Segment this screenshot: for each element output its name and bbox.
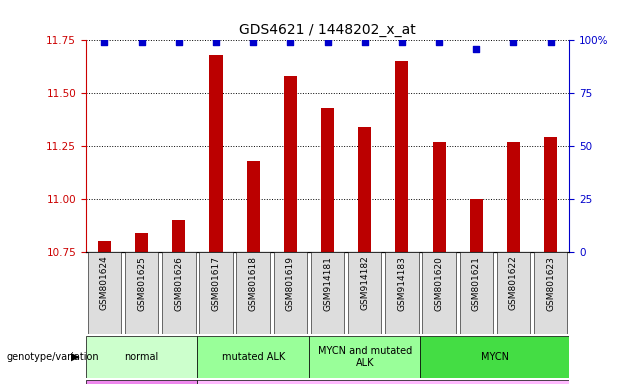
FancyBboxPatch shape <box>125 252 158 334</box>
Text: MYCN and mutated
ALK: MYCN and mutated ALK <box>317 346 412 368</box>
Bar <box>284 76 297 252</box>
Bar <box>396 61 408 252</box>
Text: MYCN: MYCN <box>481 352 509 362</box>
Bar <box>86 336 197 378</box>
Bar <box>197 336 309 378</box>
Point <box>174 39 184 45</box>
Point <box>248 39 258 45</box>
FancyBboxPatch shape <box>534 252 567 334</box>
FancyBboxPatch shape <box>385 252 418 334</box>
Text: GSM801624: GSM801624 <box>100 256 109 310</box>
Bar <box>432 142 446 252</box>
Bar <box>420 336 569 378</box>
Point <box>211 39 221 45</box>
FancyBboxPatch shape <box>88 252 121 334</box>
Text: genotype/variation: genotype/variation <box>6 352 99 362</box>
Point <box>471 46 481 52</box>
Text: GSM914181: GSM914181 <box>323 256 332 311</box>
Bar <box>321 108 334 252</box>
FancyBboxPatch shape <box>162 252 195 334</box>
Text: GSM801626: GSM801626 <box>174 256 183 311</box>
Title: GDS4621 / 1448202_x_at: GDS4621 / 1448202_x_at <box>239 23 416 36</box>
Point <box>99 39 109 45</box>
Bar <box>197 380 569 384</box>
FancyBboxPatch shape <box>422 252 456 334</box>
Point <box>359 39 370 45</box>
FancyBboxPatch shape <box>497 252 530 334</box>
Point <box>137 39 147 45</box>
FancyBboxPatch shape <box>460 252 493 334</box>
Text: GSM914183: GSM914183 <box>398 256 406 311</box>
Point <box>397 39 407 45</box>
Bar <box>470 199 483 252</box>
Text: GSM801622: GSM801622 <box>509 256 518 310</box>
FancyBboxPatch shape <box>311 252 344 334</box>
Bar <box>86 380 197 384</box>
Bar <box>172 220 185 252</box>
FancyBboxPatch shape <box>237 252 270 334</box>
Point <box>546 39 556 45</box>
Bar <box>98 241 111 252</box>
Point <box>434 39 444 45</box>
Text: GSM801618: GSM801618 <box>249 256 258 311</box>
Text: GSM801625: GSM801625 <box>137 256 146 311</box>
Text: mutated ALK: mutated ALK <box>221 352 285 362</box>
Point <box>286 39 296 45</box>
Text: GSM801623: GSM801623 <box>546 256 555 311</box>
Point <box>322 39 333 45</box>
Text: ▶: ▶ <box>71 352 80 362</box>
Text: GSM914182: GSM914182 <box>360 256 370 310</box>
Bar <box>544 137 557 252</box>
FancyBboxPatch shape <box>348 252 382 334</box>
FancyBboxPatch shape <box>273 252 307 334</box>
Text: normal: normal <box>125 352 159 362</box>
FancyBboxPatch shape <box>199 252 233 334</box>
Text: GSM801620: GSM801620 <box>434 256 443 311</box>
Bar <box>309 336 420 378</box>
Bar <box>507 142 520 252</box>
Text: GSM801617: GSM801617 <box>212 256 221 311</box>
Point <box>508 39 518 45</box>
Bar <box>135 233 148 252</box>
Bar <box>247 161 259 252</box>
Bar <box>209 55 223 252</box>
Text: GSM801619: GSM801619 <box>286 256 295 311</box>
Bar <box>358 127 371 252</box>
Text: GSM801621: GSM801621 <box>472 256 481 311</box>
